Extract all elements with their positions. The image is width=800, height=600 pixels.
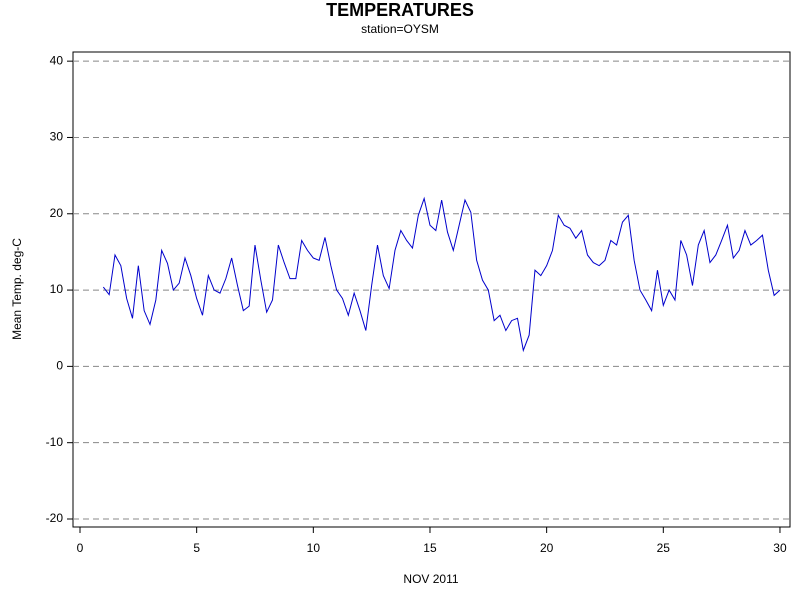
x-tick-label: 25 [657,541,671,555]
x-tick-label: 30 [773,541,787,555]
y-axis-label: Mean Temp. deg-C [10,238,24,340]
x-tick-label: 0 [77,541,84,555]
y-tick-label: 0 [56,359,63,373]
x-tick-label: 20 [540,541,554,555]
y-tick-label: 10 [50,282,64,296]
y-tick-label: 40 [50,53,64,67]
plot-frame [72,51,791,528]
data-line [102,196,781,353]
x-tick-label: 10 [307,541,321,555]
y-tick-label: -10 [46,435,64,449]
x-tick-label: 15 [423,541,437,555]
x-axis-label: NOV 2011 [403,572,458,586]
y-tick-label: 30 [50,130,64,144]
y-tick-label: -20 [46,511,64,525]
chart-subtitle: station=OYSM [361,22,439,36]
x-tick-label: 5 [193,541,200,555]
chart-title: TEMPERATURES [326,0,474,20]
y-tick-label: 20 [50,206,64,220]
